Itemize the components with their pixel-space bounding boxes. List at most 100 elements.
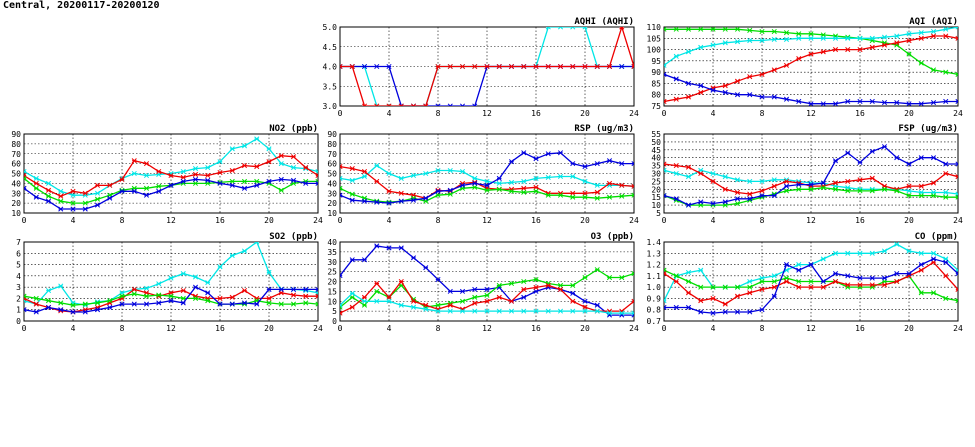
fsp-data-point [722, 174, 728, 180]
so2-data-point [315, 293, 318, 299]
rsp-data-point [398, 175, 404, 181]
no2-ytick-label: 80 [11, 140, 21, 149]
co-data-point [664, 298, 667, 304]
o3-data-point [472, 286, 478, 292]
aqi-data-point [796, 98, 802, 105]
aqhi-ytick-label: 3.5 [323, 82, 338, 91]
o3-data-point [386, 294, 392, 300]
rsp-data-point [606, 180, 613, 186]
no2-data-point [205, 165, 211, 171]
so2-ytick-label: 7 [16, 238, 21, 247]
so2-data-point [180, 287, 186, 294]
aqi-data-point [943, 98, 949, 105]
no2-data-point [33, 180, 39, 186]
so2-data-point [192, 293, 199, 299]
fsp-data-point [955, 194, 958, 200]
o3-xtick-label: 20 [580, 324, 590, 333]
aqi-data-point [869, 44, 875, 50]
o3-data-point [361, 294, 368, 300]
no2-data-point [315, 168, 318, 175]
aqhi-data-point [374, 63, 380, 70]
rsp-data-point [340, 164, 343, 170]
so2-plot-frame [23, 241, 319, 322]
aqhi-ytick-label: 5.0 [323, 23, 338, 32]
no2-data-point [24, 168, 27, 175]
no2-data-point [241, 163, 248, 169]
o3-data-point [349, 304, 355, 310]
no2-data-point [82, 200, 88, 206]
aqhi-data-point [606, 63, 613, 70]
aqi-data-point [722, 83, 728, 89]
no2-data-point [278, 153, 284, 159]
aqi-data-point [734, 92, 741, 98]
o3-data-point [533, 308, 539, 314]
so2-data-point [24, 293, 27, 299]
aqhi-data-point [447, 103, 453, 106]
fsp-data-point [783, 178, 790, 184]
co-data-point [857, 250, 863, 256]
rsp-data-point [459, 182, 466, 188]
fsp-data-point [759, 178, 765, 184]
fsp-data-point [673, 196, 679, 202]
co-ytick-label: 1.4 [647, 238, 662, 247]
co-data-point [955, 298, 958, 304]
no2-data-point [156, 168, 162, 175]
o3-data-point [459, 298, 466, 304]
no2-data-point [107, 195, 113, 201]
rsp-data-point [472, 175, 478, 181]
so2-data-point [119, 293, 125, 299]
co-ytick-label: 0.8 [647, 306, 662, 315]
fsp-data-point [906, 183, 912, 189]
fsp-series-cyan [664, 167, 958, 197]
so2-data-point [168, 298, 174, 304]
co-data-point [918, 262, 924, 268]
aqhi-data-point [631, 63, 634, 70]
fsp-series-blue [664, 144, 958, 208]
o3-data-point [570, 308, 576, 314]
co-data-point [734, 309, 741, 315]
no2-data-point [278, 176, 284, 182]
rsp-data-point [484, 187, 490, 193]
aqhi-data-point [545, 63, 551, 70]
rsp-ytick-label: 20 [327, 199, 337, 208]
co-data-point [930, 256, 937, 262]
no2-data-point [278, 161, 284, 167]
o3-data-point [545, 282, 551, 289]
so2-data-point [229, 294, 235, 300]
no2-data-point [143, 192, 150, 198]
so2-chart-panel: SO2 (ppb) 0 1 2 3 4 5 6 7 0 4 8 12 16 20 24 [0, 230, 330, 335]
aqi-data-point [710, 42, 716, 48]
so2-xtick-label: 4 [71, 324, 76, 333]
rsp-data-point [361, 168, 368, 175]
aqi-series-cyan [664, 27, 958, 68]
o3-data-point [484, 308, 490, 314]
no2-data-point [229, 178, 235, 184]
so2-data-point [303, 293, 309, 299]
co-ytick-label: 1.3 [647, 249, 662, 258]
o3-series-red [340, 278, 634, 316]
no2-data-point [192, 171, 199, 178]
fsp-data-point [771, 183, 777, 189]
aqi-data-point [747, 37, 753, 44]
no2-data-point [303, 180, 309, 186]
fsp-data-point [832, 180, 839, 186]
no2-data-point [241, 178, 248, 184]
rsp-data-point [340, 192, 343, 198]
aqi-data-point [930, 33, 937, 39]
co-data-point [918, 267, 924, 273]
fsp-data-point [796, 186, 802, 192]
rsp-chart-panel: RSP (ug/m3) 10 20 30 40 50 60 70 80 90 0 4 8 12 16 20 24 [316, 122, 646, 227]
aqi-data-point [857, 98, 863, 105]
aqi-data-point [943, 33, 949, 39]
no2-data-point [303, 165, 309, 171]
aqhi-data-point [582, 63, 588, 70]
so2-data-point [217, 295, 223, 301]
co-data-point [673, 278, 679, 285]
aqi-data-point [664, 98, 667, 105]
o3-data-point [349, 257, 355, 263]
so2-data-point [254, 301, 260, 307]
aqhi-ytick-label: 3.0 [323, 102, 338, 111]
aqi-data-point [943, 27, 949, 32]
rsp-data-point [496, 175, 502, 181]
